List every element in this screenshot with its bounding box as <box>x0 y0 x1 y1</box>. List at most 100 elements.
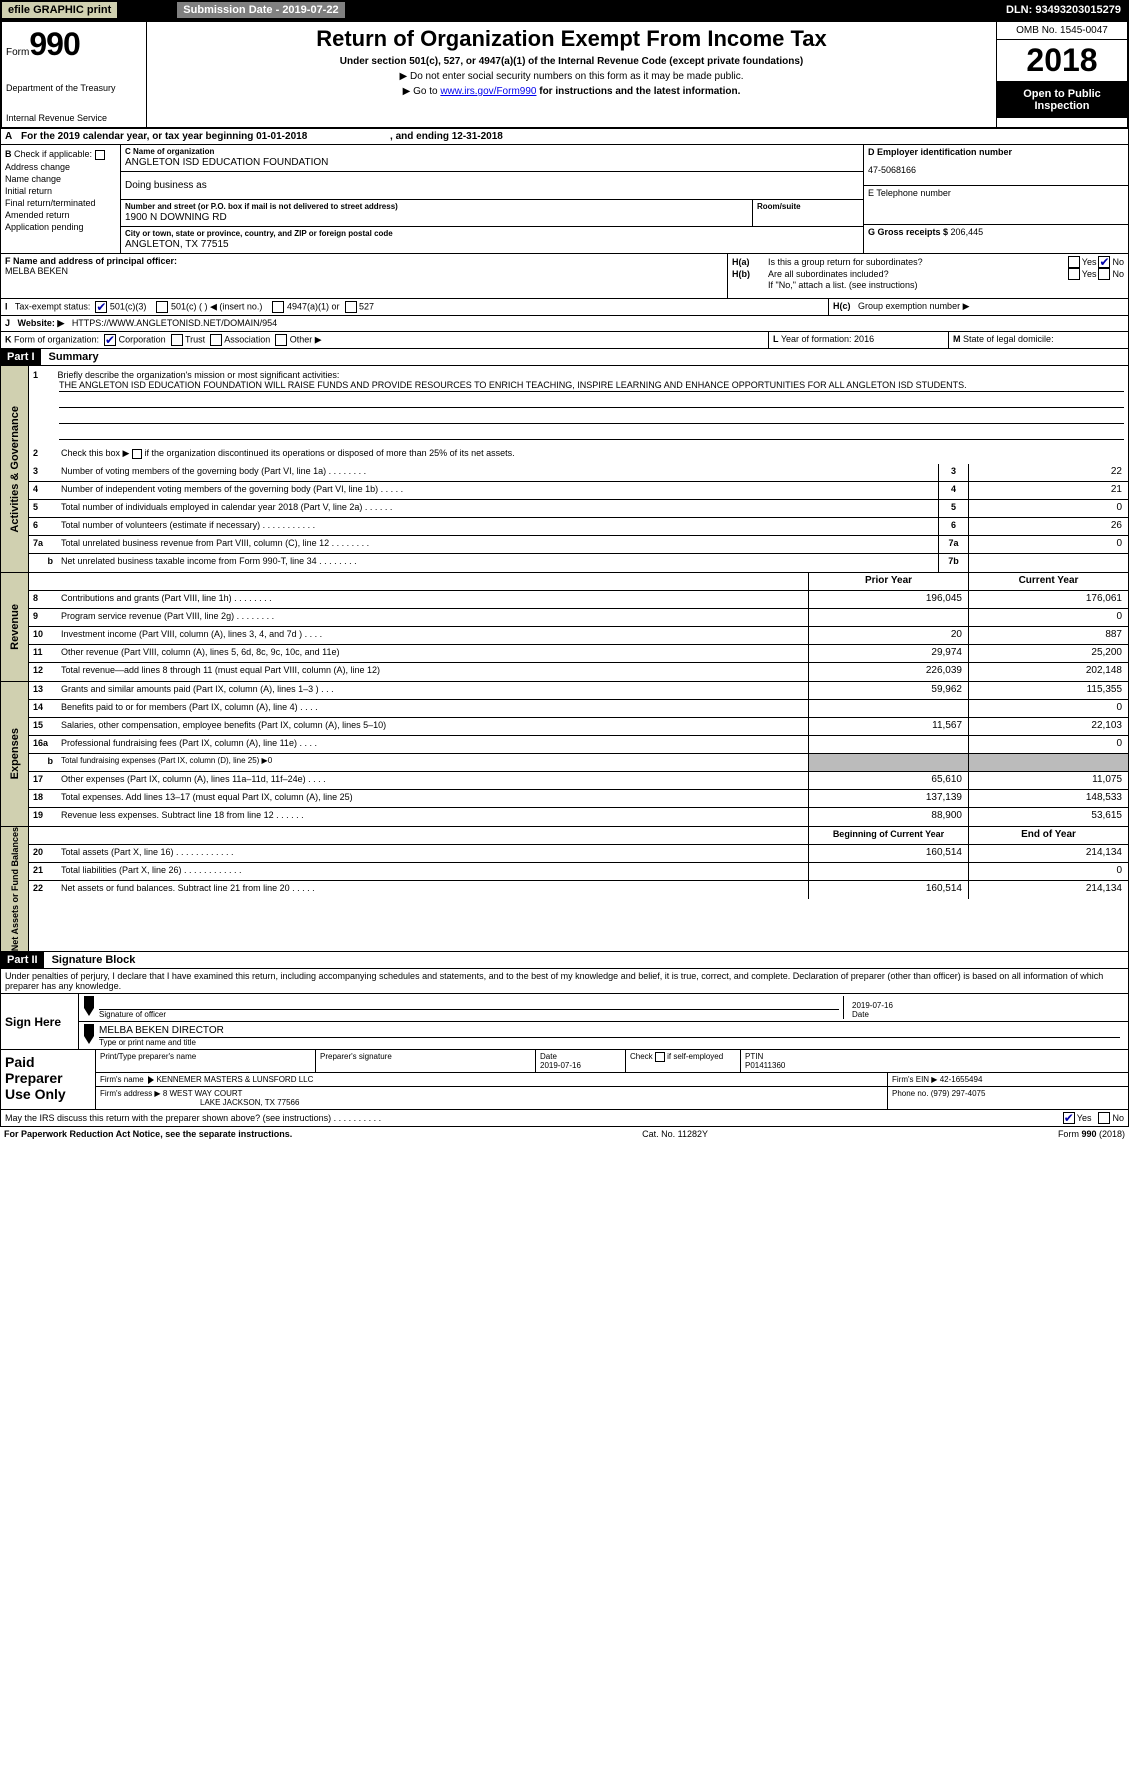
ha-no-box[interactable] <box>1098 256 1110 268</box>
check-name-change[interactable]: Name change <box>5 174 116 184</box>
col-b-label: B <box>5 149 12 159</box>
form-header: Form990 Department of the Treasury Inter… <box>0 20 1129 129</box>
l8-prior: 196,045 <box>808 591 968 608</box>
form-prefix: Form <box>6 47 29 58</box>
hb-yes-box[interactable] <box>1068 268 1080 280</box>
j-label: J <box>5 318 10 328</box>
side-label-netassets: Net Assets or Fund Balances <box>10 827 20 951</box>
l17-prior: 65,610 <box>808 772 968 789</box>
l8-curr: 176,061 <box>968 591 1128 608</box>
sign-here-label: Sign Here <box>1 994 79 1049</box>
l19-prior: 88,900 <box>808 808 968 826</box>
row-k: K Form of organization: Corporation Trus… <box>0 332 1129 349</box>
hc-text: Group exemption number ▶ <box>858 301 969 311</box>
prep-phone: (979) 297-4075 <box>931 1089 986 1098</box>
phone-label: E Telephone number <box>868 188 1124 198</box>
row-i: I Tax-exempt status: 501(c)(3) 501(c) ( … <box>0 299 1129 316</box>
firm-addr2: LAKE JACKSON, TX 77566 <box>200 1098 299 1107</box>
signature-arrow-icon <box>83 996 99 1019</box>
year-formation: Year of formation: 2016 <box>781 334 874 344</box>
l21-end: 0 <box>968 863 1128 880</box>
self-employed-box[interactable] <box>655 1052 665 1062</box>
l18-prior: 137,139 <box>808 790 968 807</box>
check-final-return[interactable]: Final return/terminated <box>5 198 116 208</box>
activities-governance: Activities & Governance 1 Briefly descri… <box>0 366 1129 573</box>
sig-date: 2019-07-16 <box>852 1001 1124 1010</box>
addr-label: Number and street (or P.O. box if mail i… <box>125 202 748 211</box>
l10-curr: 887 <box>968 627 1128 644</box>
other-box[interactable] <box>275 334 287 346</box>
prep-date: 2019-07-16 <box>540 1061 581 1070</box>
ha-yes-box[interactable] <box>1068 256 1080 268</box>
name-arrow-icon <box>83 1024 99 1047</box>
row-j: J Website: ▶ HTTPS://WWW.ANGLETONISD.NET… <box>0 316 1129 332</box>
check-applicable-box[interactable] <box>95 150 105 160</box>
part1-header: Part I Summary <box>0 349 1129 366</box>
firm-arrow-icon <box>148 1076 154 1084</box>
officer-name: MELBA BEKEN DIRECTOR <box>99 1024 1120 1038</box>
trust-box[interactable] <box>171 334 183 346</box>
gross-receipts-label: G Gross receipts $ <box>868 227 951 237</box>
l20-beg: 160,514 <box>808 845 968 862</box>
irs-yes-box[interactable] <box>1063 1112 1075 1124</box>
ein-label: D Employer identification number <box>868 147 1124 157</box>
l16a-prior <box>808 736 968 753</box>
website-url: HTTPS://WWW.ANGLETONISD.NET/DOMAIN/954 <box>72 318 277 328</box>
l10-prior: 20 <box>808 627 968 644</box>
efile-badge: efile GRAPHIC print <box>2 2 117 18</box>
l15-prior: 11,567 <box>808 718 968 735</box>
l9-curr: 0 <box>968 609 1128 626</box>
dba-label: Doing business as <box>125 174 859 197</box>
dept-treasury: Department of the Treasury <box>6 83 142 93</box>
l11-curr: 25,200 <box>968 645 1128 662</box>
net-assets-section: Net Assets or Fund Balances Beginning of… <box>0 827 1129 952</box>
line2-box[interactable] <box>132 449 142 459</box>
l21-beg <box>808 863 968 880</box>
principal-officer: MELBA BEKEN <box>5 266 723 276</box>
k-label: K <box>5 334 12 344</box>
check-pending[interactable]: Application pending <box>5 222 116 232</box>
l14-prior <box>808 700 968 717</box>
page-footer: For Paperwork Reduction Act Notice, see … <box>0 1127 1129 1141</box>
501c-box[interactable] <box>156 301 168 313</box>
prep-print-label: Print/Type preparer's name <box>100 1052 196 1061</box>
501c3-box[interactable] <box>95 301 107 313</box>
check-amended[interactable]: Amended return <box>5 210 116 220</box>
dept-irs: Internal Revenue Service <box>6 113 142 123</box>
hb-no-box[interactable] <box>1098 268 1110 280</box>
irs-no-box[interactable] <box>1098 1112 1110 1124</box>
omb-number: OMB No. 1545-0047 <box>997 22 1127 40</box>
tax-year: 2018 <box>997 40 1127 82</box>
corp-box[interactable] <box>104 334 116 346</box>
l7b-val <box>968 554 1128 572</box>
form-number: 990 <box>29 26 79 62</box>
side-label-expenses: Expenses <box>9 728 21 779</box>
form-subtitle: Under section 501(c), 527, or 4947(a)(1)… <box>157 56 986 67</box>
assoc-box[interactable] <box>210 334 222 346</box>
4947-box[interactable] <box>272 301 284 313</box>
hb-text: Are all subordinates included? <box>768 269 1060 279</box>
state-domicile: State of legal domicile: <box>963 334 1054 344</box>
form-title: Return of Organization Exempt From Incom… <box>157 26 986 52</box>
l3-val: 22 <box>968 464 1128 481</box>
ssn-note: ▶ Do not enter social security numbers o… <box>157 71 986 82</box>
ha-label: H(a) <box>732 257 768 267</box>
side-label-revenue: Revenue <box>9 604 21 650</box>
paid-preparer-section: Paid Preparer Use Only Print/Type prepar… <box>0 1050 1129 1110</box>
l6-val: 26 <box>968 518 1128 535</box>
firm-ein: 42-1655494 <box>940 1075 983 1084</box>
l13-prior: 59,962 <box>808 682 968 699</box>
check-address-change[interactable]: Address change <box>5 162 116 172</box>
dln: DLN: 93493203015279 <box>1000 2 1127 18</box>
527-box[interactable] <box>345 301 357 313</box>
submission-date: Submission Date - 2019-07-22 <box>177 2 344 18</box>
firm-name: KENNEMER MASTERS & LUNSFORD LLC <box>156 1075 313 1084</box>
i-label: I <box>5 301 8 311</box>
check-initial-return[interactable]: Initial return <box>5 186 116 196</box>
l7a-val: 0 <box>968 536 1128 553</box>
firm-addr1: 8 WEST WAY COURT <box>163 1089 243 1098</box>
l9-prior <box>808 609 968 626</box>
hdr-prior: Prior Year <box>808 573 968 590</box>
irs-link[interactable]: www.irs.gov/Form990 <box>440 86 536 97</box>
hdr-beginning: Beginning of Current Year <box>808 827 968 844</box>
